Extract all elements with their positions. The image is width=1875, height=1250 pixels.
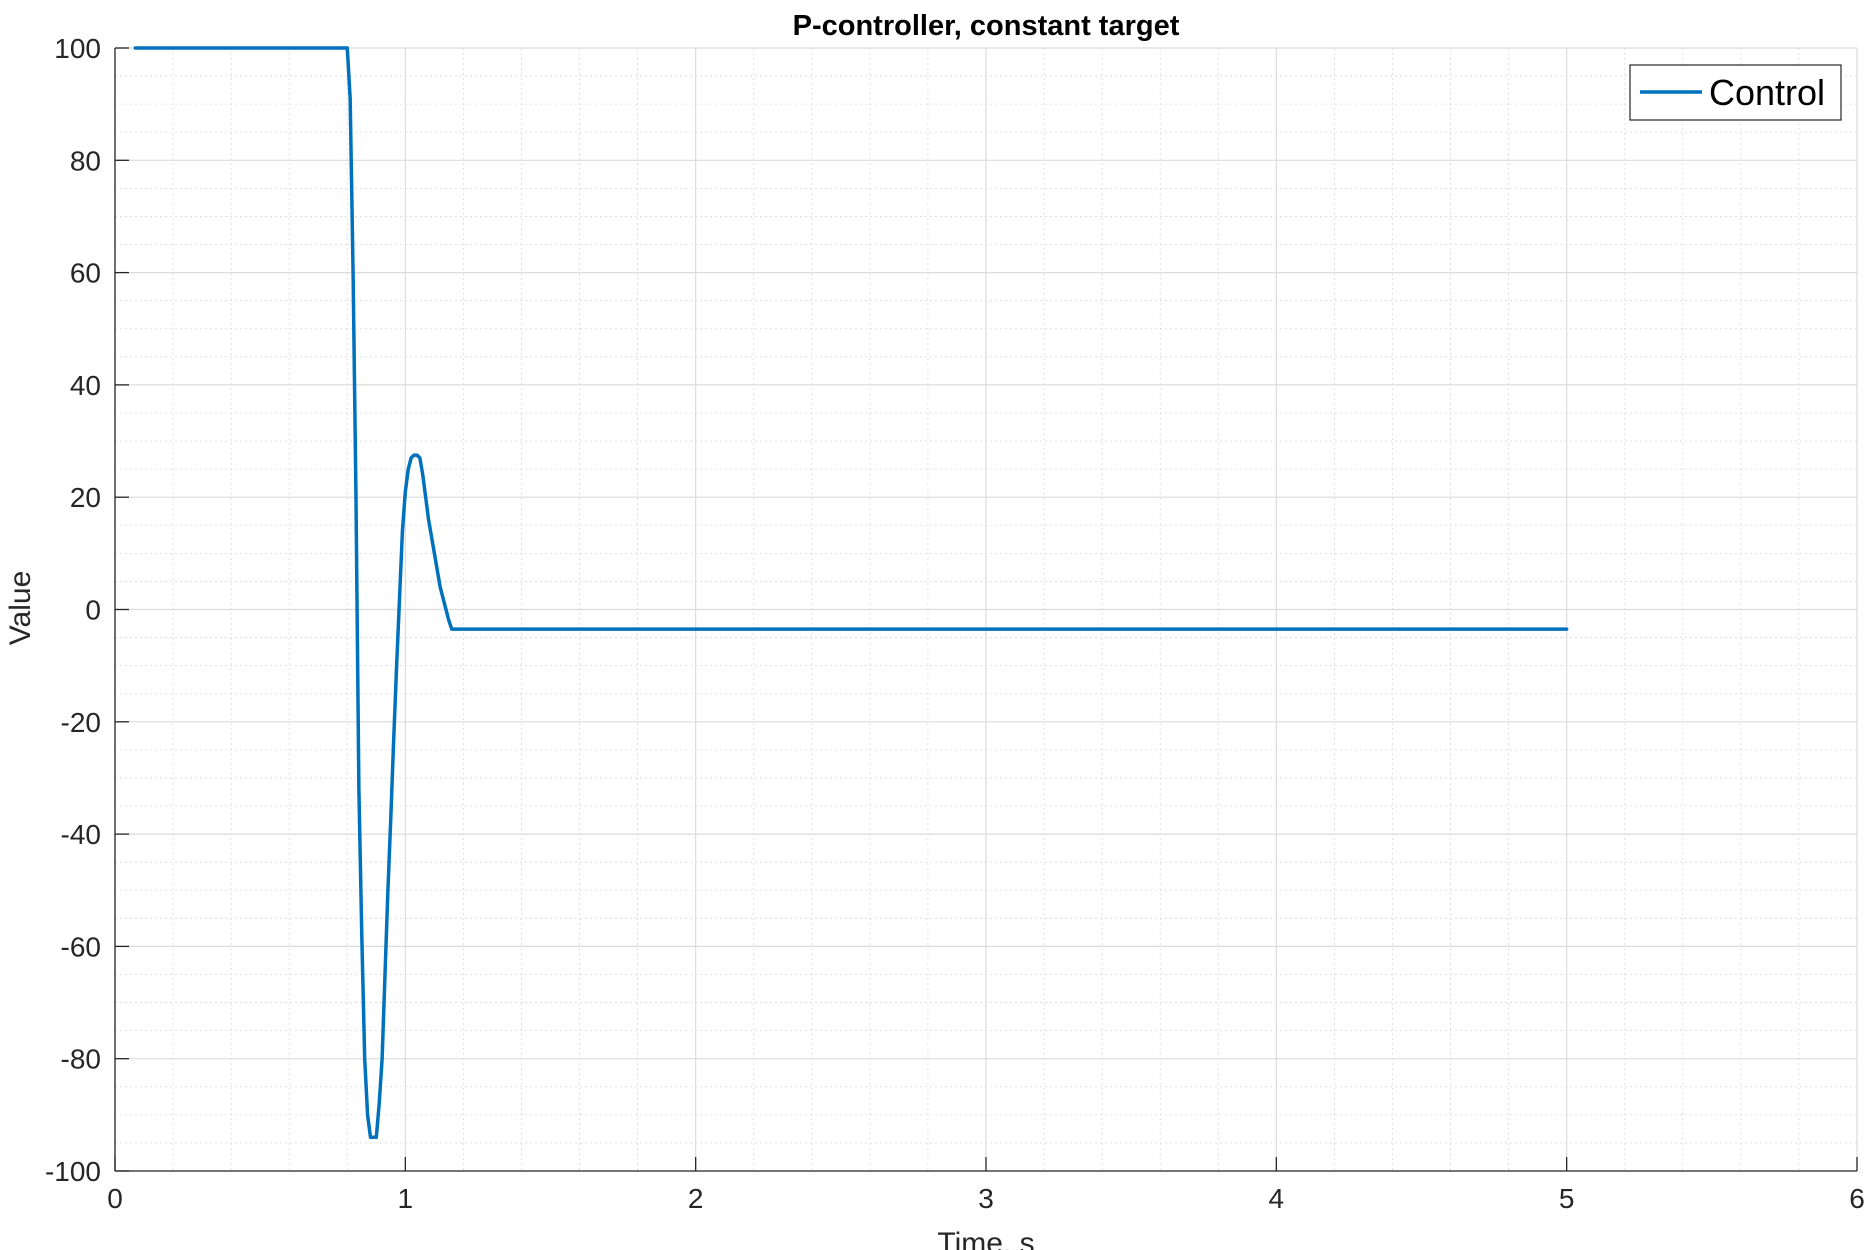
x-tick-label: 5 <box>1559 1183 1575 1214</box>
x-tick-label: 2 <box>688 1183 704 1214</box>
x-tick-label: 3 <box>978 1183 994 1214</box>
y-tick-label: 80 <box>70 145 101 176</box>
axes <box>114 47 1858 1172</box>
y-tick-label: -60 <box>61 931 101 962</box>
series-line-control <box>133 46 1569 1140</box>
x-tick-label: 0 <box>107 1183 123 1214</box>
legend-label-control: Control <box>1709 72 1825 113</box>
y-tick-label: -20 <box>61 707 101 738</box>
y-tick-label: 0 <box>85 595 101 626</box>
y-tick-label: 40 <box>70 370 101 401</box>
x-tick-label: 6 <box>1849 1183 1865 1214</box>
y-tick-label: -40 <box>61 819 101 850</box>
y-tick-label: 100 <box>54 33 101 64</box>
y-axis-label: Value <box>4 571 37 646</box>
y-tick-label: 20 <box>70 482 101 513</box>
legend: Control <box>1629 64 1842 121</box>
x-axis-label: Time, s <box>937 1227 1034 1250</box>
y-tick-label: 60 <box>70 258 101 289</box>
chart-title: P-controller, constant target <box>793 10 1180 42</box>
legend-box <box>1629 64 1842 121</box>
x-tick-label: 1 <box>398 1183 414 1214</box>
x-tick-label: 4 <box>1269 1183 1285 1214</box>
y-tick-label: -80 <box>61 1044 101 1075</box>
tick-labels: 0 1 2 3 4 5 6 -100 -80 -60 -40 -20 0 20 40 60 80 100 <box>45 33 1865 1214</box>
y-tick-label: -100 <box>45 1156 101 1187</box>
series-layer <box>133 46 1569 1140</box>
